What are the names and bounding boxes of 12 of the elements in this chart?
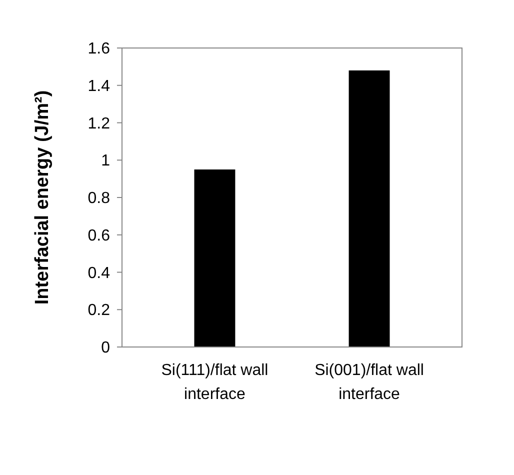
y-tick-label: 0.6 — [88, 227, 110, 244]
y-tick-label: 1.2 — [88, 115, 110, 132]
y-axis-title: Interfacial energy (J/m²) — [32, 90, 53, 305]
x-tick-label: Si(111)/flat wall interface — [161, 362, 268, 403]
y-tick-label: 1.6 — [88, 40, 110, 58]
y-tick-label: 0.2 — [88, 302, 110, 320]
y-tick-label: 0 — [101, 340, 110, 357]
y-tick-label: 1 — [101, 152, 110, 170]
y-tick-label: 0.4 — [88, 264, 110, 282]
y-tick-label: 1.4 — [88, 78, 110, 95]
x-tick-label: Si(001)/flat wall interface — [314, 362, 424, 403]
y-tick-label: 0.8 — [88, 190, 110, 208]
